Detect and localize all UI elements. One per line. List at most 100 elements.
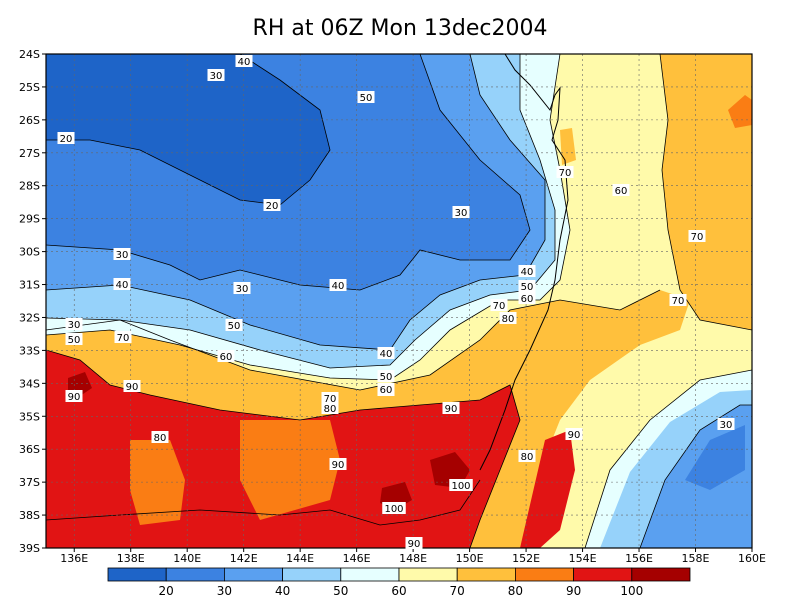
contour-label: 60 — [521, 294, 534, 305]
contour-label: 100 — [451, 481, 470, 492]
contour-label-bg — [518, 265, 536, 277]
contour-label: 40 — [238, 57, 251, 68]
lon-label: 144E — [286, 552, 314, 565]
colorbar-swatch — [398, 567, 458, 582]
contour-label-bg — [518, 280, 536, 292]
contour-label: 50 — [360, 93, 373, 104]
contour-label-bg — [113, 248, 131, 260]
contour-label: 70 — [691, 232, 704, 243]
colorbar-tick-label: 50 — [333, 584, 348, 598]
coastline-south — [46, 479, 481, 526]
contour-label-bg — [452, 206, 470, 218]
contour-label-bg — [65, 333, 83, 345]
contour-label-bg — [57, 132, 75, 144]
contour-label-bg — [233, 282, 251, 294]
contour-label-bg — [377, 383, 395, 395]
contour-label-bg — [65, 390, 83, 402]
contour-label: 30 — [68, 320, 81, 331]
lat-label: 36S — [19, 443, 40, 456]
contour-label: 40 — [380, 349, 393, 360]
contour-line-30 — [46, 54, 531, 291]
colorbar-tick-label: 60 — [391, 584, 406, 598]
contour-label-bg — [442, 402, 460, 414]
contour-line-90 — [46, 349, 521, 548]
contour-label: 60 — [380, 385, 393, 396]
contour-label-bg — [382, 502, 406, 514]
lon-label: 158E — [682, 552, 710, 565]
colorbar-swatch — [456, 567, 516, 582]
lon-label: 150E — [456, 552, 484, 565]
contour-label-bg — [207, 69, 225, 81]
contour-label-bg — [499, 312, 517, 324]
contour-line-se-40 — [639, 404, 752, 548]
colorbar-tick-label: 80 — [508, 584, 523, 598]
lat-label: 32S — [19, 311, 40, 324]
contour-label: 90 — [568, 430, 581, 441]
contour-label: 60 — [615, 186, 628, 197]
lat-label: 37S — [19, 476, 40, 489]
lon-label: 138E — [117, 552, 145, 565]
contour-label-bg — [405, 537, 423, 549]
contour-label-bg — [357, 91, 375, 103]
lat-label: 31S — [19, 279, 40, 292]
map-title: RH at 06Z Mon 13dec2004 — [252, 16, 548, 41]
contour-label-bg — [114, 331, 132, 343]
contour-label: 40 — [116, 280, 129, 291]
lon-label: 152E — [512, 552, 540, 565]
contour-label-bg — [123, 380, 141, 392]
contour-line-40 — [46, 54, 546, 351]
contour-label: 40 — [332, 281, 345, 292]
contour-label: 70 — [324, 394, 337, 405]
contour-line-80 — [46, 289, 661, 391]
lat-label: 35S — [19, 410, 40, 423]
coastline — [479, 54, 569, 471]
contour-label-bg — [377, 347, 395, 359]
contour-label-bg — [217, 350, 235, 362]
contour-label: 90 — [445, 404, 458, 415]
contour-label-bg — [688, 230, 706, 242]
contour-label-bg — [113, 278, 131, 290]
contour-label-bg — [321, 392, 339, 404]
contour-label: 70 — [559, 168, 572, 179]
contour-label: 30 — [236, 284, 249, 295]
contour-label-bg — [65, 318, 83, 330]
lat-axis-labels: 24S 25S 26S 27S 28S 29S 30S 31S 32S 33S 34S 35S 36S 3… — [19, 48, 46, 555]
contour-label-bg — [490, 299, 508, 311]
rh-fill-layers — [46, 54, 752, 548]
colorbar-tick-label: 90 — [566, 584, 581, 598]
lat-label: 27S — [19, 147, 40, 160]
colorbar-swatch — [282, 567, 342, 582]
colorbar-tick-label: 100 — [620, 584, 643, 598]
contour-label: 80 — [154, 433, 167, 444]
lon-label: 160E — [738, 552, 766, 565]
fill-rh-30-se — [685, 425, 745, 490]
lat-label: 26S — [19, 114, 40, 127]
lat-label: 29S — [19, 213, 40, 226]
contour-label-bg — [518, 292, 536, 304]
lon-label: 142E — [230, 552, 258, 565]
fill-rh-80-east — [660, 54, 752, 330]
contour-label: 50 — [521, 282, 534, 293]
map-frame — [45, 53, 753, 549]
contour-label: 20 — [60, 134, 73, 145]
contour-label: 90 — [332, 460, 345, 471]
contour-label: 70 — [493, 301, 506, 312]
contour-label: 50 — [380, 372, 393, 383]
contour-label-bg — [151, 431, 169, 443]
lon-label: 146E — [343, 552, 371, 565]
contour-label-bg — [669, 294, 687, 306]
contour-label-bg — [612, 184, 630, 196]
colorbar-swatch — [165, 567, 225, 582]
contour-label-bg — [329, 279, 347, 291]
fill-rh-80-east2 — [560, 128, 576, 165]
contour-label: 60 — [220, 352, 233, 363]
contour-label-bg — [321, 402, 339, 414]
fill-rh-20 — [46, 54, 330, 205]
lat-label: 28S — [19, 180, 40, 193]
lon-label: 156E — [625, 552, 653, 565]
fill-rh-80-pocket2 — [240, 420, 340, 520]
contour-label: 80 — [324, 404, 337, 415]
lat-label: 39S — [19, 542, 40, 555]
contour-label-bg — [556, 166, 574, 178]
